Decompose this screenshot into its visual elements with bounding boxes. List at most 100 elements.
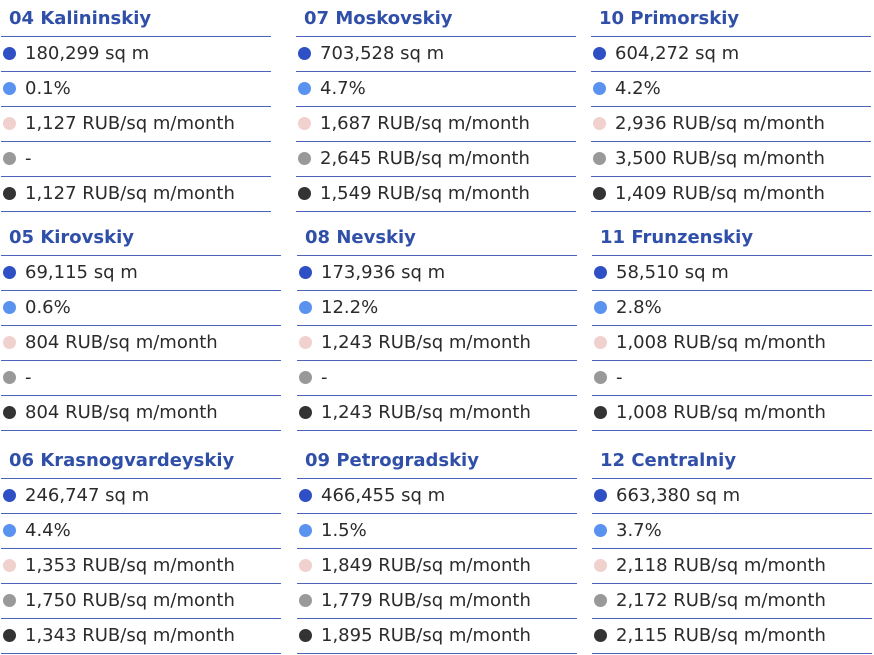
rate-1-row: 804 RUB/sq m/month [1,326,281,361]
rate-2-dot-icon [298,152,311,165]
rate-1-dot-icon [299,336,312,349]
vacancy-dot-icon [299,301,312,314]
vacancy-dot-icon [298,82,311,95]
district-title: 10 Primorskiy [591,2,871,37]
area-row: 604,272 sq m [591,37,871,72]
rate-2-value: 2,172 RUB/sq m/month [616,590,826,611]
district-card: 10 Primorskiy 604,272 sq m 4.2% 2,936 RU… [591,2,871,212]
rate-2-row: - [1,361,281,396]
vacancy-dot-icon [3,82,16,95]
rate-1-row: 2,936 RUB/sq m/month [591,107,871,142]
vacancy-value: 3.7% [616,520,662,541]
rate-3-row: 1,008 RUB/sq m/month [592,396,872,431]
district-title: 12 Centralniy [592,444,872,479]
rate-2-value: - [616,367,623,388]
district-title: 08 Nevskiy [297,221,577,256]
rate-3-value: 1,243 RUB/sq m/month [321,402,531,423]
district-title: 04 Kalininskiy [1,2,271,37]
district-card: 07 Moskovskiy 703,528 sq m 4.7% 1,687 RU… [296,2,576,212]
rate-1-dot-icon [593,117,606,130]
area-dot-icon [3,489,16,502]
vacancy-row: 1.5% [297,514,577,549]
rate-1-row: 1,127 RUB/sq m/month [1,107,271,142]
rate-3-value: 1,409 RUB/sq m/month [615,183,825,204]
rate-2-dot-icon [594,371,607,384]
district-title: 05 Kirovskiy [1,221,281,256]
area-value: 663,380 sq m [616,485,741,506]
rate-1-dot-icon [594,336,607,349]
vacancy-row: 4.2% [591,72,871,107]
vacancy-value: 4.2% [615,78,661,99]
rate-2-row: 1,779 RUB/sq m/month [297,584,577,619]
area-row: 173,936 sq m [297,256,577,291]
rate-3-dot-icon [594,406,607,419]
rate-3-value: 2,115 RUB/sq m/month [616,625,826,646]
rate-3-dot-icon [594,629,607,642]
district-card: 04 Kalininskiy 180,299 sq m 0.1% 1,127 R… [1,2,271,212]
vacancy-row: 2.8% [592,291,872,326]
vacancy-value: 2.8% [616,297,662,318]
rate-3-value: 1,127 RUB/sq m/month [25,183,235,204]
vacancy-row: 4.7% [296,72,576,107]
district-card: 08 Nevskiy 173,936 sq m 12.2% 1,243 RUB/… [297,221,577,431]
rate-1-row: 2,118 RUB/sq m/month [592,549,872,584]
rate-3-dot-icon [299,406,312,419]
area-dot-icon [3,266,16,279]
vacancy-dot-icon [594,301,607,314]
area-dot-icon [593,47,606,60]
rate-3-dot-icon [3,629,16,642]
rate-2-value: - [25,367,32,388]
rate-2-row: 2,645 RUB/sq m/month [296,142,576,177]
rate-2-dot-icon [3,371,16,384]
area-dot-icon [594,489,607,502]
area-value: 173,936 sq m [321,262,446,283]
vacancy-dot-icon [3,524,16,537]
area-dot-icon [299,489,312,502]
vacancy-value: 4.4% [25,520,71,541]
area-value: 58,510 sq m [616,262,729,283]
vacancy-value: 0.6% [25,297,71,318]
vacancy-value: 4.7% [320,78,366,99]
rate-1-value: 1,127 RUB/sq m/month [25,113,235,134]
vacancy-dot-icon [3,301,16,314]
area-value: 69,115 sq m [25,262,138,283]
rate-2-value: 3,500 RUB/sq m/month [615,148,825,169]
rate-3-dot-icon [3,187,16,200]
area-row: 703,528 sq m [296,37,576,72]
area-dot-icon [298,47,311,60]
rate-2-dot-icon [593,152,606,165]
district-title: 07 Moskovskiy [296,2,576,37]
rate-1-dot-icon [298,117,311,130]
vacancy-row: 3.7% [592,514,872,549]
rate-3-row: 2,115 RUB/sq m/month [592,619,872,654]
area-dot-icon [299,266,312,279]
rate-1-value: 1,353 RUB/sq m/month [25,555,235,576]
rate-3-value: 1,343 RUB/sq m/month [25,625,235,646]
district-title: 09 Petrogradskiy [297,444,577,479]
rate-3-dot-icon [593,187,606,200]
rate-1-row: 1,687 RUB/sq m/month [296,107,576,142]
rate-3-row: 1,127 RUB/sq m/month [1,177,271,212]
rate-3-value: 1,008 RUB/sq m/month [616,402,826,423]
area-value: 180,299 sq m [25,43,150,64]
area-value: 466,455 sq m [321,485,446,506]
rate-2-dot-icon [594,594,607,607]
rate-2-row: 3,500 RUB/sq m/month [591,142,871,177]
rate-1-row: 1,849 RUB/sq m/month [297,549,577,584]
rate-1-value: 1,243 RUB/sq m/month [321,332,531,353]
rate-3-value: 1,549 RUB/sq m/month [320,183,530,204]
rate-2-value: 1,750 RUB/sq m/month [25,590,235,611]
rate-1-dot-icon [3,117,16,130]
rate-2-value: - [25,148,32,169]
area-row: 466,455 sq m [297,479,577,514]
district-card: 09 Petrogradskiy 466,455 sq m 1.5% 1,849… [297,444,577,654]
area-row: 180,299 sq m [1,37,271,72]
vacancy-row: 4.4% [1,514,281,549]
area-value: 246,747 sq m [25,485,150,506]
rate-1-value: 1,008 RUB/sq m/month [616,332,826,353]
rate-2-dot-icon [3,594,16,607]
rate-3-row: 1,243 RUB/sq m/month [297,396,577,431]
rate-2-dot-icon [299,594,312,607]
rate-1-dot-icon [594,559,607,572]
district-card: 05 Kirovskiy 69,115 sq m 0.6% 804 RUB/sq… [1,221,281,431]
